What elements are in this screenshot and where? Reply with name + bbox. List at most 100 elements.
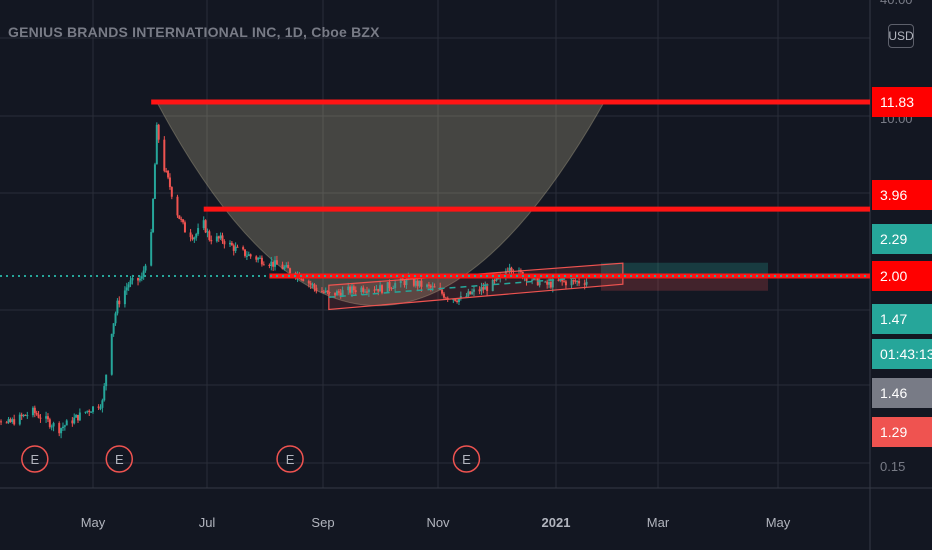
y-tick-label: 0.15 xyxy=(880,459,905,474)
price-label-text: 1.46 xyxy=(880,385,907,401)
candle-body xyxy=(559,279,562,281)
candle-body xyxy=(349,286,352,293)
candle-body xyxy=(245,255,248,257)
currency-button[interactable]: USD xyxy=(888,24,914,48)
price-label-text: 1.47 xyxy=(880,311,907,327)
candle-body xyxy=(101,400,104,408)
candle-body xyxy=(564,281,567,286)
candle-body xyxy=(202,220,205,229)
candle-body xyxy=(367,289,370,293)
candle-body xyxy=(274,260,277,267)
candle-body xyxy=(24,414,27,416)
candle-body xyxy=(168,177,171,188)
candle-body xyxy=(300,278,303,280)
candle-body xyxy=(469,291,472,295)
candle-body xyxy=(322,291,325,293)
candle-body xyxy=(444,297,447,299)
candle-body xyxy=(5,422,8,424)
price-label-resistance: 2.00 xyxy=(872,261,932,291)
candle-body xyxy=(352,286,355,291)
candle-body xyxy=(585,281,588,285)
earnings-marker xyxy=(21,445,49,473)
candle-body xyxy=(48,419,51,427)
candle-body xyxy=(426,284,429,287)
candle-body xyxy=(508,267,511,272)
candle-body xyxy=(137,277,140,281)
candle-body xyxy=(65,420,68,426)
candle-body xyxy=(116,300,119,314)
candle-body xyxy=(497,278,500,280)
candle-body xyxy=(195,233,198,238)
candle-body xyxy=(334,292,337,296)
price-label-stop: 1.29 xyxy=(872,417,932,447)
candle-body xyxy=(37,414,40,418)
price-label-target: 2.29 xyxy=(872,224,932,254)
candle-body xyxy=(491,280,494,292)
candle-body xyxy=(390,288,393,290)
candle-body xyxy=(150,232,153,266)
candle-body xyxy=(255,256,258,260)
candle-body xyxy=(420,280,423,287)
candle-body xyxy=(309,283,312,285)
candle-body xyxy=(272,261,275,267)
candle-body xyxy=(193,237,196,240)
candle-body xyxy=(381,285,384,293)
candle-body xyxy=(360,287,363,293)
candle-body xyxy=(215,236,218,242)
candle-body xyxy=(510,267,513,271)
candle-body xyxy=(315,287,318,292)
price-label-bg xyxy=(872,224,932,254)
price-label-countdown: 01:43:13 xyxy=(872,339,932,369)
candle-body xyxy=(208,231,211,240)
candle-body xyxy=(114,313,117,324)
candle-body xyxy=(563,281,566,283)
candle-body xyxy=(354,290,357,293)
candle-body xyxy=(307,281,310,284)
candle-body xyxy=(259,257,262,259)
candle-body xyxy=(281,264,284,270)
candle-body xyxy=(289,268,292,273)
candle-body xyxy=(18,414,21,425)
candle-body xyxy=(270,261,273,267)
candle-body xyxy=(206,231,209,233)
candle-body xyxy=(480,287,483,292)
candle-body xyxy=(163,139,166,171)
candle-body xyxy=(73,417,76,424)
candle-body xyxy=(572,280,575,282)
candle-body xyxy=(320,291,323,293)
candle-body xyxy=(52,423,55,427)
candle-body xyxy=(142,270,145,277)
candle-body xyxy=(99,407,102,409)
candle-body xyxy=(373,289,376,291)
candle-body xyxy=(570,280,573,286)
candle-body xyxy=(127,284,130,288)
candle-body xyxy=(210,239,213,242)
candle-body xyxy=(441,289,444,294)
candle-body xyxy=(525,276,528,281)
candle-body xyxy=(35,412,38,415)
candle-body xyxy=(366,291,368,293)
candle-body xyxy=(221,235,224,242)
price-axis[interactable]: 40.0010.000.1511.833.962.292.001.4701:43… xyxy=(872,0,932,474)
price-label-last: 1.47 xyxy=(872,304,932,334)
candle-body xyxy=(78,412,81,421)
candle-body xyxy=(583,283,586,285)
earnings-label: E xyxy=(462,452,471,467)
candle-body xyxy=(412,276,415,286)
price-label-text: 3.96 xyxy=(880,187,907,203)
price-label-text: 2.00 xyxy=(880,268,907,284)
candle-body xyxy=(129,280,132,285)
candle-body xyxy=(236,246,239,248)
candle-body xyxy=(456,300,459,303)
candle-body xyxy=(544,281,547,283)
stop-zone xyxy=(600,276,768,291)
candle-body xyxy=(337,291,340,293)
time-axis[interactable]: May Jul Sep Nov 2021 Mar May xyxy=(81,515,791,530)
candle-body xyxy=(180,218,183,220)
candle-body xyxy=(20,414,23,417)
candle-body xyxy=(275,260,278,265)
candle-body xyxy=(22,414,25,417)
